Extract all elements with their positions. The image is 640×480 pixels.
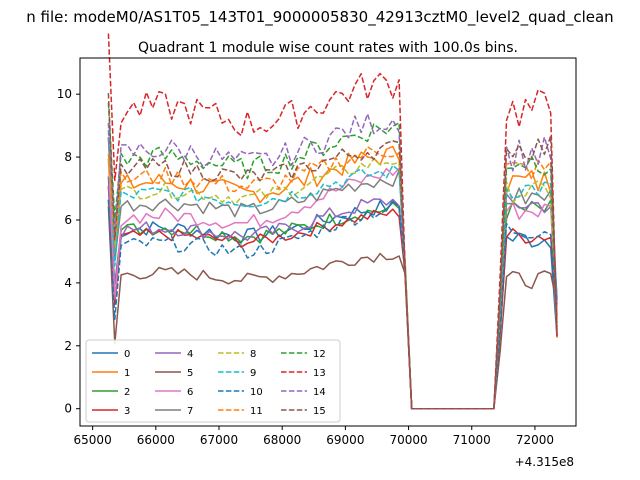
x-tick-label: 71000 (453, 433, 491, 447)
y-tick-label: 4 (64, 276, 72, 290)
legend-label-12: 12 (313, 349, 326, 360)
axes-frame (79, 57, 577, 427)
chart-title: Quadrant 1 module wise count rates with … (138, 40, 518, 56)
x-tick-label: 68000 (263, 433, 301, 447)
y-tick-label: 6 (64, 213, 72, 227)
x-axis-offset-label: +4.315e8 (515, 455, 574, 469)
series-line-11 (107, 145, 558, 410)
y-tick-label: 2 (64, 339, 72, 353)
y-tick-label: 0 (64, 402, 72, 416)
plot-lines (107, 33, 558, 410)
legend-label-8: 8 (250, 349, 256, 360)
legend-label-4: 4 (187, 349, 193, 360)
legend-label-10: 10 (250, 387, 263, 398)
legend-label-5: 5 (187, 368, 193, 379)
x-tick-label: 69000 (326, 433, 364, 447)
legend-label-1: 1 (124, 368, 130, 379)
y-tick-label: 10 (57, 87, 72, 101)
x-axis-ticks: 65000 66000 67000 68000 69000 70000 71000 72000 (74, 426, 554, 447)
legend-label-2: 2 (124, 387, 130, 398)
x-tick-label: 70000 (389, 433, 427, 447)
x-tick-label: 67000 (200, 433, 238, 447)
figure-suptitle: n file: modeM0/AS1T05_143T01_9000005830_… (26, 8, 613, 27)
legend-label-6: 6 (187, 387, 193, 398)
legend-label-7: 7 (187, 406, 193, 417)
series-line-15 (107, 93, 558, 410)
legend-label-13: 13 (313, 368, 326, 379)
series-line-12 (107, 102, 558, 410)
x-tick-label: 72000 (516, 433, 554, 447)
y-tick-label: 8 (64, 150, 72, 164)
legend-label-0: 0 (124, 349, 130, 360)
legend-label-14: 14 (313, 387, 326, 398)
legend-label-11: 11 (250, 406, 263, 417)
legend-label-15: 15 (313, 406, 326, 417)
y-axis-ticks: 0 2 4 6 8 10 (57, 87, 80, 416)
legend-frame (85, 339, 341, 423)
x-tick-label: 66000 (137, 433, 175, 447)
legend-label-9: 9 (250, 368, 256, 379)
legend-label-3: 3 (124, 406, 130, 417)
x-tick-label: 65000 (74, 433, 112, 447)
